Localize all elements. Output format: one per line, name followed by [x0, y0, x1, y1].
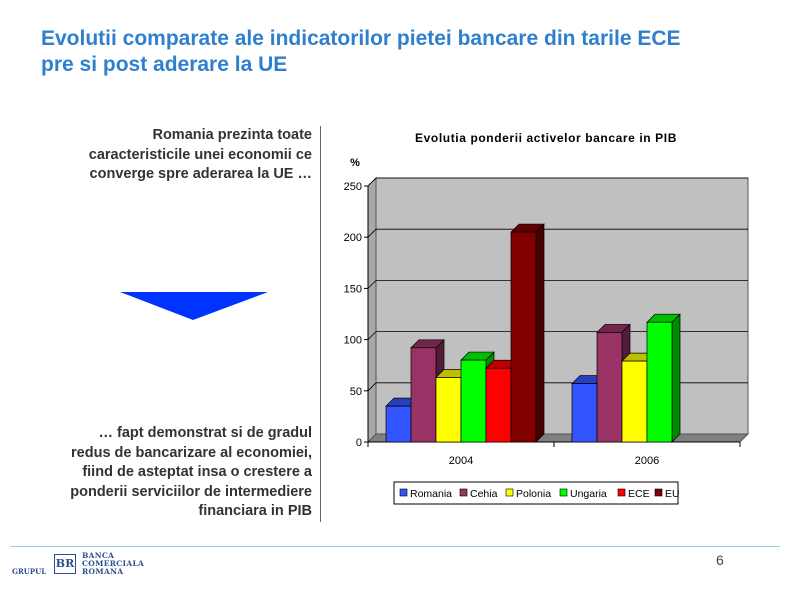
- gridline-side: [367, 382, 377, 392]
- logo-lines: BANCA COMERCIALA ROMANA: [82, 552, 144, 576]
- legend-swatch-ece: [617, 488, 626, 497]
- bar-side-eu-2004: [535, 223, 545, 443]
- bcr-logo: GRUPUL BR BANCA COMERCIALA ROMANA: [12, 552, 172, 582]
- left-text-bottom-line: fiind de asteptat insa o crestere a: [82, 464, 312, 480]
- logo-line: BANCA: [82, 551, 115, 560]
- legend-swatch-ungaria: [559, 488, 568, 497]
- y-tick-label: 0: [356, 437, 362, 449]
- bar-ungaria-2006: [646, 321, 673, 443]
- left-text-bottom-line: redus de bancarizare al economiei,: [71, 444, 312, 461]
- slide-title: Evolutii comparate ale indicatorilor pie…: [41, 26, 761, 78]
- slide-title-line1: Evolutii comparate ale indicatorilor pie…: [41, 27, 681, 50]
- gridline-side: [367, 331, 377, 340]
- gridline-side: [367, 228, 377, 238]
- logo-group-label: GRUPUL: [12, 567, 47, 576]
- logo-line: COMERCIALA: [82, 559, 145, 568]
- slide-title-line2: pre si post aderare la UE: [41, 53, 288, 76]
- legend-swatch-eu: [654, 488, 663, 497]
- bar-romania-2006: [571, 383, 598, 443]
- bar-eu-2004: [510, 231, 537, 443]
- left-text-top-line: Romania prezinta toate: [152, 127, 312, 143]
- plot-side-wall: [367, 176, 377, 444]
- bar-ungaria-2004: [460, 359, 487, 443]
- bar-ece-2004: [485, 367, 512, 443]
- legend-label-ungaria: Ungaria: [570, 488, 607, 500]
- x-tick-label: 2006: [635, 455, 659, 467]
- left-text-top: Romania prezinta toate caracteristicile …: [30, 126, 312, 185]
- left-text-bottom-line: … fapt demonstrat si de gradul: [98, 425, 313, 441]
- legend-label-eu: EU: [665, 488, 680, 500]
- legend-label-ece: ECE: [628, 488, 650, 500]
- y-tick-label: 150: [344, 283, 362, 295]
- left-text-top-line: converge spre aderarea la UE …: [89, 166, 312, 182]
- y-tick-label: 250: [344, 181, 362, 193]
- y-tick-label: 50: [350, 386, 362, 398]
- logo-mark: BR: [54, 554, 76, 574]
- bar-side-ungaria-2006: [671, 313, 681, 443]
- logo-line: ROMANA: [82, 567, 124, 576]
- legend-box: [393, 481, 679, 505]
- y-tick-label: 200: [344, 232, 362, 244]
- down-arrow-triangle-icon: [120, 292, 268, 320]
- y-tick-label: 100: [344, 335, 362, 347]
- gridline-side: [367, 280, 377, 289]
- legend-swatch-romania: [399, 488, 408, 497]
- bar-chart: Evolutia ponderii activelor bancare in P…: [344, 131, 750, 505]
- left-text-top-line: caracteristicile unei economii ce: [88, 146, 312, 163]
- x-tick-label: 2004: [449, 455, 473, 467]
- legend-swatch-cehia: [459, 488, 468, 497]
- left-text-bottom-line: financiara in PIB: [198, 503, 312, 519]
- bar-cehia-2006: [596, 332, 623, 443]
- bar-romania-2004: [385, 405, 412, 443]
- legend-label-cehia: Cehia: [470, 488, 498, 500]
- gridline-side: [367, 177, 377, 187]
- left-text-bottom: … fapt demonstrat si de gradul redus de …: [30, 424, 312, 522]
- legend-label-polonia: Polonia: [516, 488, 551, 500]
- bar-polonia-2006: [621, 360, 648, 443]
- legend-swatch-polonia: [505, 488, 514, 497]
- page-number: 6: [716, 552, 724, 568]
- bar-polonia-2004: [435, 377, 462, 443]
- legend-label-romania: Romania: [410, 488, 452, 500]
- footer-divider: [10, 546, 780, 547]
- left-text-bottom-line: ponderii serviciilor de intermediere: [70, 483, 312, 500]
- chart-title: Evolutia ponderii activelor bancare in P…: [415, 131, 677, 145]
- y-axis-unit: %: [350, 157, 360, 169]
- bar-cehia-2004: [410, 347, 437, 443]
- vertical-divider: [320, 126, 321, 522]
